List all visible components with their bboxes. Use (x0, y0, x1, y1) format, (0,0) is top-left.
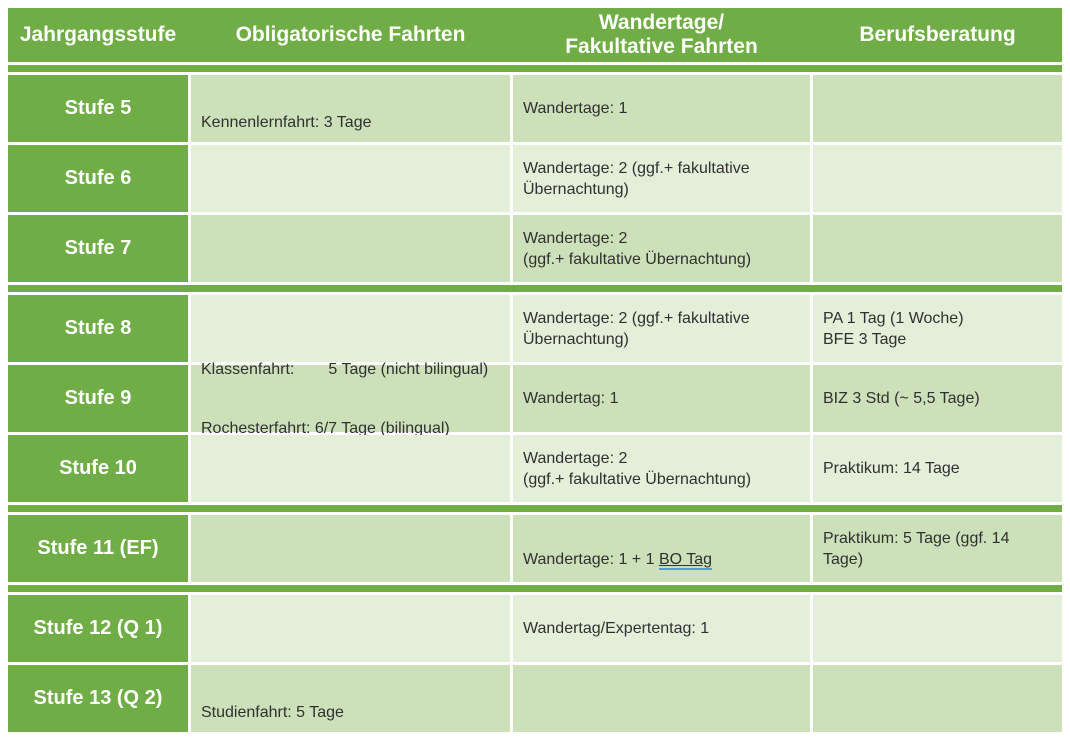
stufe-9-obligatorisch-cell: Klassenfahrt: 5 Tage (nicht bilingual) Ro… (191, 361, 510, 437)
stufe-6-berufsberatung-cell (813, 145, 1062, 212)
group-separator (8, 585, 1062, 592)
wandertage-bo-prefix: Wandertage: 1 + 1 (523, 550, 659, 568)
header-jahrgangsstufe: Jahrgangsstufe (19, 23, 177, 46)
stufe-5-cell: Stufe 5 (8, 75, 188, 142)
stufe-11-berufsberatung-cell: Praktikum: 5 Tage (ggf. 14 Tage) (813, 515, 1062, 582)
stufe-10-cell: Stufe 10 (8, 435, 188, 502)
klassenfahrt-line: Klassenfahrt: 5 Tage (nicht bilingual) (201, 359, 500, 380)
bo-tag-link[interactable]: BO Tag (658, 550, 713, 570)
header-wandertage-fakultative-fahrten: Wandertage/ Fakultative Fahrten (565, 11, 758, 58)
stufe-7-berufsberatung-cell (813, 215, 1062, 282)
stufe-5-wandertage-cell: Wandertage: 1 (513, 75, 810, 142)
stufe-11-wandertage-cell: Wandertage: 1 + 1 BO Tag (513, 515, 810, 582)
stufe-5-berufsberatung-cell (813, 75, 1062, 142)
stufe-8-berufsberatung-cell: PA 1 Tag (1 Woche) BFE 3 Tage (813, 295, 1062, 362)
stufe-8-cell: Stufe 8 (8, 295, 188, 362)
stufe-13-berufsberatung-cell (813, 665, 1062, 732)
stufe-5-obligatorisch-cell: Kennenlernfahrt: 3 Tage (191, 75, 510, 142)
school-trips-table: Jahrgangsstufe Obligatorische Fahrten Wa… (8, 8, 1062, 732)
rochesterfahrt-value: : 6/7 Tage (bilingual) (305, 419, 450, 437)
stufe-11-obligatorisch-cell (191, 515, 510, 582)
klassenfahrt-label: Klassenfahrt: (201, 360, 295, 378)
stufe-7-wandertage-cell: Wandertage: 2 (ggf.+ fakultative Übernac… (513, 215, 810, 282)
stufe-9-cell: Stufe 9 (8, 365, 188, 432)
stufe-13-wandertage-cell (513, 665, 810, 732)
header-obligatorische-fahrten: Obligatorische Fahrten (235, 23, 466, 46)
stufe-6-wandertage-cell: Wandertage: 2 (ggf.+ fakultative Übernac… (513, 145, 810, 212)
stufe-12-cell: Stufe 12 (Q 1) (8, 595, 188, 662)
stufe-10-wandertage-cell: Wandertage: 2 (ggf.+ fakultative Übernac… (513, 435, 810, 502)
group-separator (8, 505, 1062, 512)
stufe-13-obligatorisch-cell: Studienfahrt: 5 Tage (191, 665, 510, 732)
stufe-12-berufsberatung-cell (813, 595, 1062, 662)
stufe-10-berufsberatung-cell: Praktikum: 14 Tage (813, 435, 1062, 502)
stufe-6-obligatorisch-cell (191, 145, 510, 212)
stufe-12-obligatorisch-cell (191, 595, 510, 662)
stufe-7-obligatorisch-cell (191, 215, 510, 282)
table-header-row: Jahrgangsstufe Obligatorische Fahrten Wa… (8, 8, 1062, 62)
stufe-9-berufsberatung-cell: BIZ 3 Std (~ 5,5 Tage) (813, 365, 1062, 432)
rochesterfahrt-misspelled-word: Rochesterfahrt (201, 419, 306, 437)
rochesterfahrt-line: Rochesterfahrt: 6/7 Tage (bilingual) (201, 418, 500, 439)
group-separator (8, 65, 1062, 72)
stufe-13-cell: Stufe 13 (Q 2) (8, 665, 188, 732)
stufe-7-cell: Stufe 7 (8, 215, 188, 282)
stufe-11-cell: Stufe 11 (EF) (8, 515, 188, 582)
stufe-6-cell: Stufe 6 (8, 145, 188, 212)
klassenfahrt-value: 5 Tage (nicht bilingual) (328, 360, 489, 378)
stufe-9-wandertage-cell: Wandertag: 1 (513, 365, 810, 432)
stufe-8-wandertage-cell: Wandertage: 2 (ggf.+ fakultative Übernac… (513, 295, 810, 362)
stufe-12-wandertage-cell: Wandertag/Expertentag: 1 (513, 595, 810, 662)
group-separator (8, 285, 1062, 292)
stufe-8-obligatorisch-cell (191, 295, 510, 362)
header-berufsberatung: Berufsberatung (859, 23, 1016, 46)
stufe-10-obligatorisch-cell (191, 435, 510, 502)
